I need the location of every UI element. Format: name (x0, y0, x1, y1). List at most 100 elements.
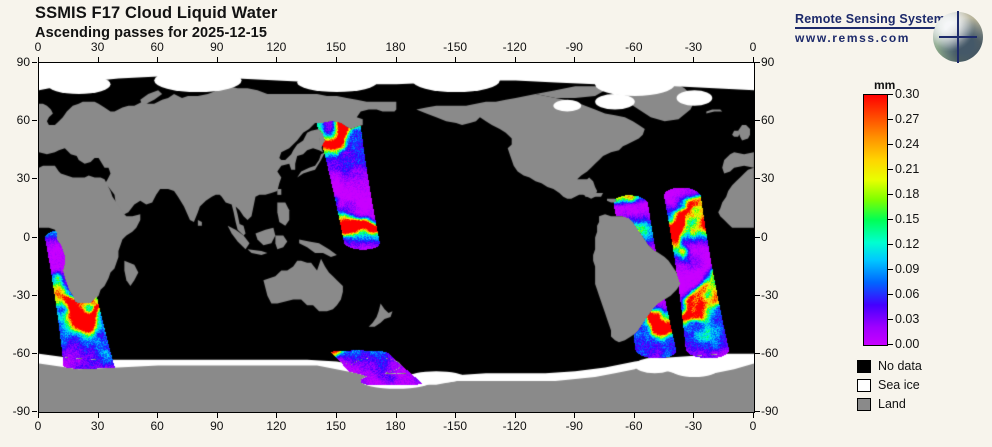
colorbar[interactable] (863, 94, 888, 346)
x-tick-label-bottom: 90 (210, 419, 224, 433)
x-tick-bottom (693, 413, 695, 418)
colorbar-tick-label: 0.12 (895, 237, 920, 251)
colorbar-tick (887, 194, 893, 195)
legend-label: Land (878, 397, 906, 411)
x-tick-label-top: 180 (385, 40, 406, 54)
y-tick-label-left: 30 (16, 171, 30, 186)
x-tick-label-bottom: 120 (266, 419, 287, 433)
legend-swatch (857, 360, 871, 373)
x-tick-label-bottom: -90 (565, 419, 583, 433)
y-tick-label-right: -30 (761, 287, 779, 302)
colorbar-tick (887, 244, 893, 245)
legend-label: No data (878, 359, 922, 373)
colorbar-tick (887, 94, 893, 95)
y-tick-left (32, 178, 37, 180)
x-tick-top (335, 57, 337, 62)
y-tick-left (32, 236, 37, 238)
y-tick-left (32, 411, 37, 412)
x-tick-label-bottom: 60 (150, 419, 164, 433)
legend-swatch (857, 398, 871, 411)
x-tick-top (574, 57, 576, 62)
x-tick-bottom (753, 413, 754, 418)
colorbar-tick-label: 0.03 (895, 312, 920, 326)
legend-item: Land (857, 396, 987, 413)
y-tick-left (32, 62, 37, 63)
x-tick-bottom (455, 413, 457, 418)
map-plot-area[interactable] (38, 62, 755, 413)
y-tick-right (755, 352, 760, 354)
colorbar-tick-label: 0.18 (895, 187, 920, 201)
x-tick-label-bottom: 0 (749, 419, 757, 433)
y-tick-label-left: 60 (16, 113, 30, 128)
x-tick-label-top: 60 (150, 40, 164, 54)
x-tick-label-top: -90 (565, 40, 583, 54)
x-tick-label-bottom: 180 (385, 419, 406, 433)
logo-company-name: Remote Sensing Systems (795, 12, 953, 26)
y-tick-label-right: 30 (761, 171, 775, 186)
y-tick-right (755, 120, 760, 122)
y-tick-label-left: -30 (12, 287, 30, 302)
legend-label: Sea ice (878, 378, 920, 392)
x-tick-label-top: -30 (684, 40, 703, 54)
title-block: SSMIS F17 Cloud Liquid Water Ascending p… (35, 4, 277, 42)
y-tick-label-left: -90 (12, 404, 30, 418)
legend-item: Sea ice (857, 377, 987, 394)
x-tick-label-top: 150 (325, 40, 346, 54)
y-tick-label-right: 90 (761, 55, 775, 69)
colorbar-tick-label: 0.24 (895, 137, 920, 151)
x-tick-top (395, 57, 397, 62)
y-tick-label-right: -60 (761, 345, 779, 360)
x-tick-top (753, 57, 754, 62)
legend: No data Sea ice Land (857, 358, 987, 415)
cloud-liquid-water-map[interactable] (39, 63, 754, 412)
colorbar-unit-label: mm (874, 78, 896, 92)
x-tick-label-top: 90 (210, 40, 224, 54)
logo-url: www.remss.com (795, 31, 911, 45)
x-tick-top (157, 57, 159, 62)
colorbar-tick-label: 0.06 (895, 287, 920, 301)
y-tick-label-left: 0 (23, 229, 30, 244)
x-tick-bottom (395, 413, 397, 418)
legend-item: No data (857, 358, 987, 375)
colorbar-tick-label: 0.30 (895, 87, 920, 101)
colorbar-tick (887, 269, 893, 270)
x-tick-top (38, 57, 39, 62)
colorbar-tick (887, 169, 893, 170)
x-tick-label-bottom: -30 (684, 419, 703, 433)
rss-logo[interactable]: Remote Sensing Systems www.remss.com (795, 11, 985, 64)
x-tick-label-bottom: 150 (325, 419, 346, 433)
y-tick-label-right: 60 (761, 113, 775, 128)
x-tick-bottom (276, 413, 278, 418)
colorbar-tick (887, 294, 893, 295)
x-tick-bottom (335, 413, 337, 418)
colorbar-tick (887, 344, 893, 345)
x-tick-label-bottom: -60 (625, 419, 643, 433)
y-tick-left (32, 120, 37, 122)
x-tick-label-top: -150 (443, 40, 468, 54)
x-tick-label-bottom: -150 (443, 419, 468, 433)
x-tick-top (514, 57, 516, 62)
legend-swatch (857, 379, 871, 392)
colorbar-tick-label: 0.09 (895, 262, 920, 276)
x-tick-top (276, 57, 278, 62)
page-title: SSMIS F17 Cloud Liquid Water (35, 4, 278, 22)
colorbar-tick-label: 0.21 (895, 162, 920, 176)
globe-axis-horizontal (939, 36, 977, 38)
x-tick-label-top: 30 (90, 40, 105, 54)
colorbar-tick (887, 219, 893, 220)
x-tick-top (693, 57, 695, 62)
y-tick-label-right: 0 (761, 229, 768, 244)
y-tick-label-right: -90 (761, 404, 779, 418)
y-tick-left (32, 294, 37, 296)
x-tick-bottom (157, 413, 159, 418)
x-tick-top (455, 57, 457, 62)
x-tick-top (633, 57, 635, 62)
y-tick-label-left: -60 (12, 345, 30, 360)
y-tick-right (755, 178, 760, 180)
x-tick-label-top: 120 (266, 40, 287, 54)
y-tick-right (755, 62, 760, 63)
x-tick-label-top: 0 (34, 40, 42, 54)
y-tick-label-left: 90 (16, 55, 30, 69)
colorbar-tick-label: 0.27 (895, 112, 920, 126)
